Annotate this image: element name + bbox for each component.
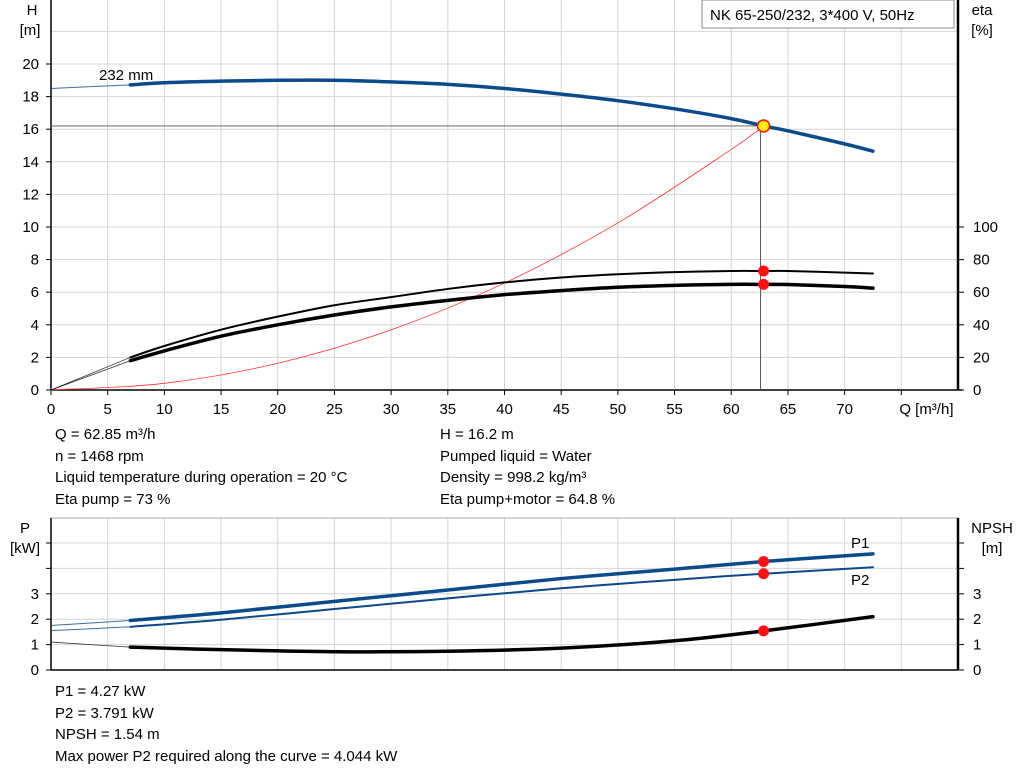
y2-tick-label: 60 [973, 284, 990, 301]
p-axis-unit: [kW] [10, 540, 40, 557]
y-axis-label: H [27, 2, 38, 19]
x-axis-label: Q [m³/h] [899, 401, 953, 418]
eta-pump-curve [129, 269, 874, 359]
y-tick-label: 2 [31, 349, 39, 366]
npsh-curve-extension [50, 641, 131, 648]
npsh-tick-label: 2 [973, 611, 981, 628]
x-tick-label: 40 [496, 401, 513, 418]
eta-pump-marker [758, 265, 770, 277]
density-value: Density = 998.2 kg/m³ [440, 469, 587, 486]
x-tick-label: 25 [326, 401, 343, 418]
x-tick-label: 65 [780, 401, 797, 418]
y-tick-label: 0 [31, 382, 39, 399]
p2-curve [129, 566, 874, 628]
p1-marker [758, 556, 770, 568]
head-curve [128, 78, 875, 153]
y2-tick-label: 80 [973, 252, 990, 269]
title: NK 65-250/232, 3*400 V, 50Hz [710, 7, 915, 24]
y2-tick-label: 20 [973, 349, 990, 366]
y-tick-label: 20 [22, 56, 39, 73]
x-tick-label: 10 [156, 401, 173, 418]
y2-axis-label: eta [972, 2, 994, 19]
y-tick-label: 18 [22, 89, 39, 106]
pumped-liquid-value: Pumped liquid = Water [440, 447, 592, 465]
x-tick-label: 20 [269, 401, 286, 418]
x-tick-label: 15 [213, 401, 230, 418]
p-tick-label: 3 [31, 586, 39, 603]
flow-value: Q = 62.85 m³/h [55, 426, 156, 443]
max-power-value: Max power P2 required along the curve = … [55, 747, 398, 765]
x-tick-label: 30 [383, 401, 400, 418]
x-tick-label: 45 [553, 401, 570, 418]
npsh-tick-label: 0 [973, 662, 981, 679]
power-info: P1 = 4.27 kW P2 = 3.791 kW NPSH = 1.54 m… [55, 681, 397, 767]
npsh-axis-unit: [m] [982, 540, 1003, 557]
x-tick-label: 55 [666, 401, 683, 418]
npsh-tick-label: 3 [973, 586, 981, 603]
p2-label: P2 [851, 572, 869, 589]
head-value: H = 16.2 m [440, 426, 514, 443]
npsh-value: NPSH = 1.54 m [55, 726, 160, 743]
p1-curve [128, 552, 875, 623]
impeller-diameter-label: 232 mm [99, 67, 153, 84]
speed-value: n = 1468 rpm [55, 447, 144, 465]
p2-marker [758, 568, 770, 580]
y2-tick-label: 0 [973, 382, 981, 399]
y-tick-label: 4 [31, 317, 39, 334]
p2-value: P2 = 3.791 kW [55, 704, 154, 722]
duty-info-left: Q = 62.85 m³/h n = 1468 rpm Liquid tempe… [55, 424, 347, 510]
x-tick-label: 50 [610, 401, 627, 418]
p2-curve-extension [50, 626, 131, 632]
y-tick-label: 10 [22, 219, 39, 236]
p-axis-label: P [20, 520, 30, 537]
x-tick-label: 70 [836, 401, 853, 418]
x-tick-label: 5 [104, 401, 112, 418]
x-tick-label: 60 [723, 401, 740, 418]
eta-pump-motor-marker [758, 278, 770, 290]
p1-value: P1 = 4.27 kW [55, 683, 146, 700]
y-tick-label: 8 [31, 252, 39, 269]
liquid-temperature-value: Liquid temperature during operation = 20… [55, 469, 348, 486]
p1-curve-extension [50, 619, 131, 627]
eta-pump-motor-curve-extension [50, 360, 131, 391]
y2-tick-label: 100 [973, 219, 998, 236]
eta-pump-curve-extension [50, 357, 131, 391]
system-curve [50, 125, 764, 391]
npsh-tick-label: 1 [973, 637, 981, 654]
npsh-curve [128, 614, 875, 654]
y-tick-label: 14 [22, 154, 39, 171]
y2-axis-unit: [%] [971, 22, 993, 39]
npsh-marker [758, 625, 770, 637]
title-box [701, 0, 955, 29]
p1-label: P1 [851, 535, 869, 552]
p-tick-label: 0 [31, 662, 39, 679]
y-tick-label: 16 [22, 121, 39, 138]
x-tick-label: 35 [439, 401, 456, 418]
eta-pump-motor-value: Eta pump+motor = 64.8 % [440, 490, 616, 508]
head-curve-extension [50, 84, 131, 89]
p-tick-label: 1 [31, 637, 39, 654]
eta-pump-motor-curve [128, 282, 875, 363]
y2-tick-label: 40 [973, 317, 990, 334]
x-tick-label: 0 [47, 401, 55, 418]
y-axis-unit: [m] [20, 22, 41, 39]
duty-point-marker [756, 119, 771, 133]
eta-pump-value: Eta pump = 73 % [55, 490, 171, 508]
p-tick-label: 2 [31, 611, 39, 628]
duty-info-right: H = 16.2 m Pumped liquid = Water Density… [440, 424, 615, 510]
y-tick-label: 6 [31, 284, 39, 301]
npsh-axis-label: NPSH [971, 520, 1013, 537]
y-tick-label: 12 [22, 186, 39, 203]
